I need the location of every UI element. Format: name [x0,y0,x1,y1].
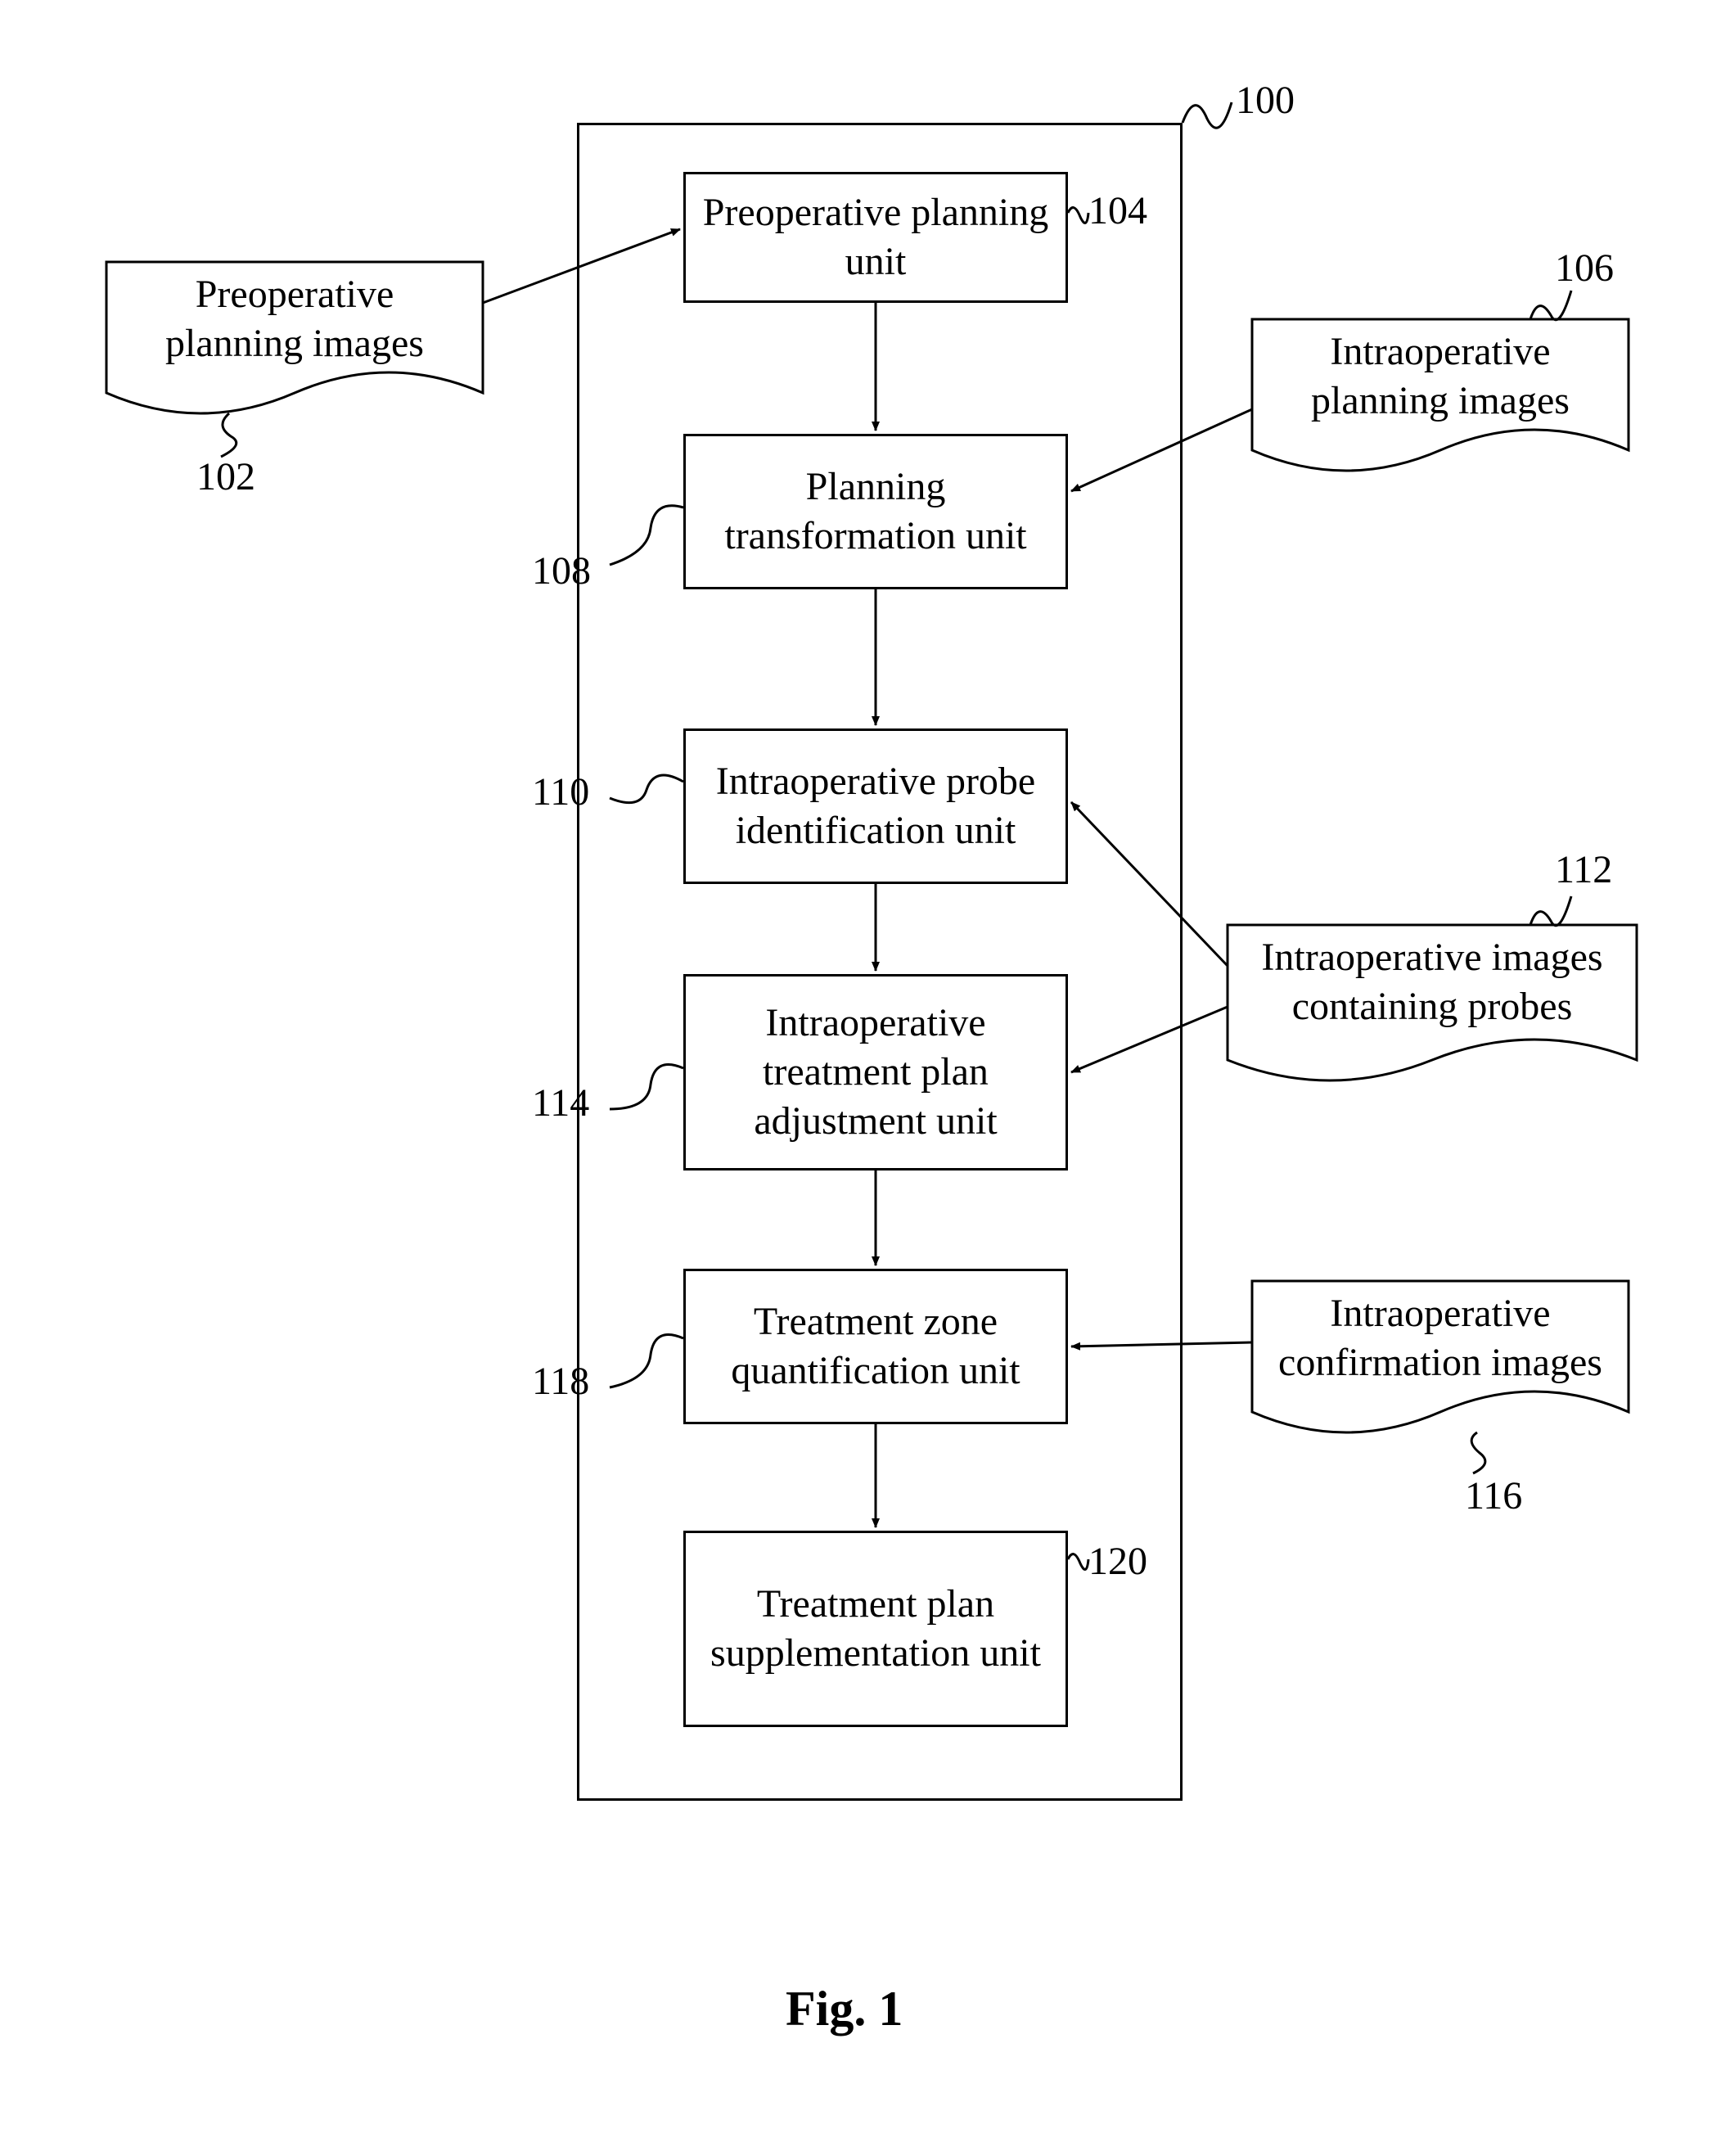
ref-110: 110 [532,769,589,814]
preop-images-doc: Preoperative planning images [123,270,466,368]
ref-100: 100 [1236,78,1295,123]
ref-104: 104 [1088,188,1147,233]
unit-label: Preoperative planning unit [702,188,1049,286]
unit-label: Treatment zone quantification unit [702,1297,1049,1396]
intraop-probes-doc: Intraoperative images containing probes [1244,933,1620,1031]
unit-label: Intraoperative treatment plan adjustment… [702,999,1049,1146]
doc-label-text: Intraoperative planning images [1311,330,1570,422]
planning-transformation-unit: Planning transformation unit [683,434,1068,589]
figure-caption: Fig. 1 [786,1981,903,2037]
unit-label: Planning transformation unit [702,462,1049,561]
zone-quantification-unit: Treatment zone quantification unit [683,1269,1068,1424]
probe-identification-unit: Intraoperative probe identification unit [683,728,1068,884]
plan-supplementation-unit: Treatment plan supplementation unit [683,1531,1068,1727]
unit-label: Intraoperative probe identification unit [702,757,1049,855]
ref-112: 112 [1555,847,1612,892]
doc-label-text: Preoperative planning images [165,273,424,365]
doc-label-text: Intraoperative images containing probes [1261,936,1602,1028]
ref-106: 106 [1555,246,1614,291]
intraop-planning-doc: Intraoperative planning images [1268,327,1612,426]
treatment-adjustment-unit: Intraoperative treatment plan adjustment… [683,974,1068,1170]
ref-116: 116 [1465,1473,1522,1518]
ref-114: 114 [532,1080,589,1125]
doc-label-text: Intraoperative confirmation images [1278,1292,1602,1384]
unit-label: Treatment plan supplementation unit [702,1580,1049,1678]
ref-118: 118 [532,1359,589,1404]
ref-120: 120 [1088,1539,1147,1584]
ref-108: 108 [532,548,591,593]
intraop-confirmation-doc: Intraoperative confirmation images [1268,1289,1612,1387]
preop-planning-unit: Preoperative planning unit [683,172,1068,303]
ref-102: 102 [196,454,255,499]
